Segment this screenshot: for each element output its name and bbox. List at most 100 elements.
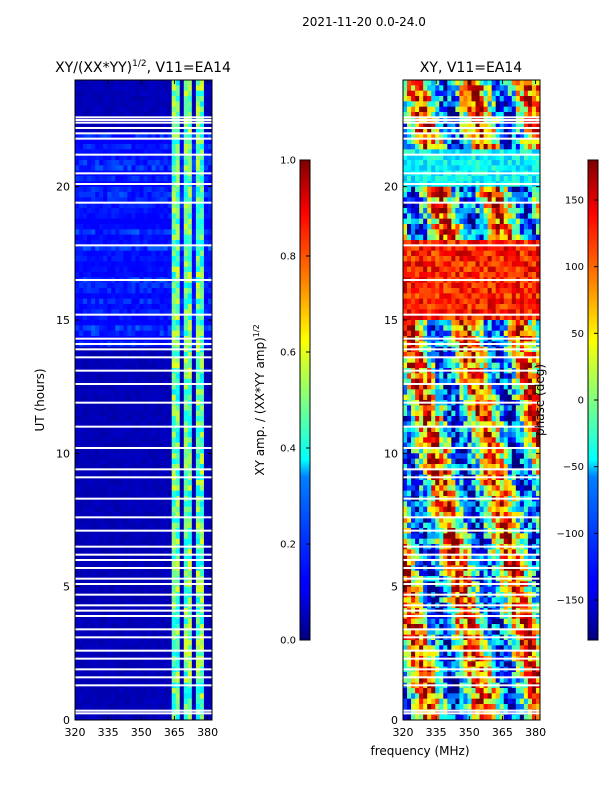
heatmap-cell [139, 464, 144, 470]
heatmap-cell [463, 90, 468, 97]
heatmap-cell [203, 448, 209, 454]
heatmap-cell [139, 597, 144, 604]
heatmap-cell [203, 554, 209, 561]
heatmap-cell [151, 80, 156, 86]
heatmap-cell [439, 96, 444, 102]
heatmap-cell [431, 80, 436, 86]
heatmap-cell [111, 677, 116, 684]
heatmap-cell [147, 480, 152, 486]
heatmap-cell [147, 405, 152, 412]
heatmap-cell [107, 448, 112, 454]
heatmap-cell [155, 282, 161, 289]
heatmap-cell [171, 202, 177, 209]
heatmap-cell [107, 80, 112, 86]
heatmap-cell [175, 80, 181, 86]
heatmap-cell [203, 240, 209, 246]
heatmap-cell [139, 133, 144, 140]
heatmap-cell [195, 288, 201, 294]
heatmap-cell [99, 261, 104, 268]
heatmap-cell [171, 282, 177, 289]
heatmap-cell [171, 149, 177, 156]
heatmap-cell [115, 661, 120, 668]
heatmap-cell [179, 90, 185, 97]
heatmap-cell [127, 229, 132, 236]
heatmap-cell [199, 677, 205, 684]
heatmap-cell [119, 405, 124, 412]
heatmap-cell [431, 165, 436, 172]
heatmap-cell [207, 645, 212, 652]
heatmap-cell [175, 421, 181, 428]
heatmap-cell [503, 197, 509, 204]
heatmap-cell [143, 261, 148, 268]
heatmap-cell [131, 688, 136, 694]
heatmap-cell [199, 357, 205, 364]
heatmap-cell [171, 234, 177, 241]
heatmap-cell [135, 640, 140, 646]
heatmap-cell [123, 325, 128, 332]
heatmap-cell [199, 714, 205, 720]
heatmap-cell [471, 202, 476, 209]
heatmap-cell [159, 85, 165, 92]
heatmap-cell [207, 501, 212, 508]
heatmap-cell [95, 677, 100, 684]
heatmap-cell [447, 192, 452, 198]
heatmap-cell [123, 394, 128, 401]
heatmap-cell [499, 197, 505, 204]
heatmap-cell [191, 293, 197, 300]
heatmap-cell [199, 330, 205, 337]
heatmap-cell [127, 192, 132, 198]
heatmap-cell [83, 218, 88, 225]
heatmap-cell [151, 144, 156, 150]
heatmap-cell [199, 629, 205, 636]
heatmap-cell [199, 266, 205, 273]
heatmap-cell [187, 688, 193, 694]
heatmap-cell [103, 661, 108, 668]
heatmap-cell [195, 256, 201, 262]
heatmap-cell [203, 421, 209, 428]
heatmap-cell [439, 192, 444, 198]
heatmap-cell [207, 432, 212, 438]
heatmap-cell [91, 256, 96, 262]
heatmap-cell [103, 266, 108, 273]
heatmap-cell [183, 693, 189, 700]
heatmap-cell [75, 261, 80, 268]
heatmap-cell [175, 373, 181, 380]
heatmap-cell [175, 261, 181, 268]
heatmap-cell [163, 160, 169, 166]
heatmap-cell [519, 128, 525, 134]
heatmap-cell [123, 714, 128, 720]
heatmap-cell [103, 437, 108, 444]
heatmap-cell [403, 144, 408, 150]
heatmap-cell [131, 245, 136, 252]
heatmap-cell [107, 245, 112, 252]
heatmap-cell [91, 586, 96, 593]
heatmap-cell [87, 416, 92, 422]
heatmap-cell [155, 234, 161, 241]
heatmap-cell [119, 410, 124, 417]
heatmap-cell [95, 165, 100, 172]
flagged-row [75, 593, 212, 596]
heatmap-cell [487, 149, 493, 156]
heatmap-cell [199, 245, 205, 252]
heatmap-cell [123, 405, 128, 412]
heatmap-cell [79, 213, 84, 220]
heatmap-cell [423, 122, 428, 129]
heatmap-cell [139, 234, 144, 241]
heatmap-cell [451, 176, 456, 182]
heatmap-cell [147, 330, 152, 337]
heatmap-cell [123, 453, 128, 460]
heatmap-cell [107, 597, 112, 604]
heatmap-cell [91, 501, 96, 508]
heatmap-cell [143, 112, 148, 118]
heatmap-cell [471, 85, 476, 92]
heatmap-cell [151, 112, 156, 118]
heatmap-cell [119, 421, 124, 428]
heatmap-cell [495, 160, 501, 166]
heatmap-cell [207, 672, 212, 678]
heatmap-cell [155, 384, 161, 390]
heatmap-cell [115, 517, 120, 524]
heatmap-cell [183, 432, 189, 438]
heatmap-cell [175, 714, 181, 720]
heatmap-cell [171, 698, 177, 705]
heatmap-cell [135, 309, 140, 316]
